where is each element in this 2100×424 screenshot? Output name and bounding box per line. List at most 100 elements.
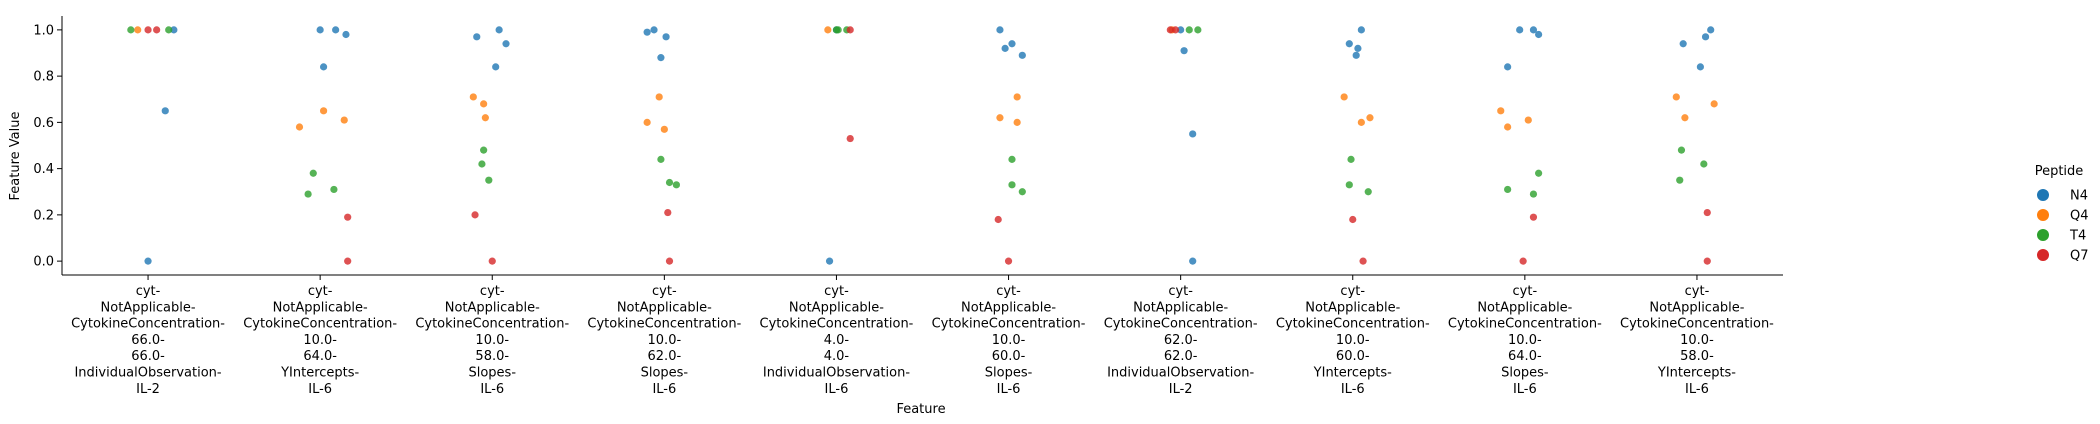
x-tick-label: cyt-NotApplicable-CytokineConcentration-… xyxy=(415,284,569,397)
data-point-t4 xyxy=(672,181,680,189)
data-point-q4 xyxy=(1366,114,1374,122)
data-point-n4 xyxy=(650,26,658,34)
data-point-t4 xyxy=(1018,188,1026,196)
data-point-q7 xyxy=(994,215,1002,224)
data-point-t4 xyxy=(485,176,493,184)
data-point-t4 xyxy=(127,26,135,34)
series-q4 xyxy=(134,26,1718,133)
data-point-q7 xyxy=(1519,257,1527,265)
legend: Peptide N4 Q4 T4 Q7 xyxy=(2035,164,2089,264)
x-tick-label: cyt-NotApplicable-CytokineConcentration-… xyxy=(1276,284,1430,397)
y-tick-label: 0.4 xyxy=(33,162,54,177)
data-point-q7 xyxy=(1529,213,1538,221)
legend-title: Peptide xyxy=(2035,164,2084,179)
data-point-n4 xyxy=(1679,40,1687,48)
data-point-n4 xyxy=(1018,51,1026,59)
x-axis-label: Feature xyxy=(896,402,945,417)
data-point-q4 xyxy=(1340,93,1348,101)
data-point-q4 xyxy=(295,123,304,131)
data-point-q7 xyxy=(846,26,854,34)
x-tick-label: cyt-NotApplicable-CytokineConcentration-… xyxy=(1448,284,1602,397)
data-point-n4 xyxy=(662,33,670,41)
data-point-q7 xyxy=(344,257,352,265)
data-point-q4 xyxy=(1681,114,1689,122)
data-point-q7 xyxy=(344,213,352,221)
data-point-q4 xyxy=(1524,116,1532,124)
data-point-t4 xyxy=(665,178,674,187)
x-tick-label: cyt-NotApplicable-CytokineConcentration-… xyxy=(1620,284,1774,397)
y-tick-label: 0.0 xyxy=(33,255,54,270)
data-point-t4 xyxy=(1364,188,1372,196)
data-point-t4 xyxy=(330,185,338,194)
data-point-t4 xyxy=(304,190,312,198)
data-point-n4 xyxy=(473,33,481,41)
data-point-q4 xyxy=(481,114,489,122)
data-point-n4 xyxy=(319,63,328,71)
data-point-n4 xyxy=(1189,130,1197,138)
data-point-q4 xyxy=(134,26,142,34)
data-point-q4 xyxy=(660,125,668,133)
data-point-n4 xyxy=(996,26,1004,34)
plot-area xyxy=(127,26,1718,265)
data-point-n4 xyxy=(1696,63,1704,71)
data-point-t4 xyxy=(657,155,665,163)
data-point-n4 xyxy=(170,26,178,34)
data-point-n4 xyxy=(1189,257,1197,265)
data-point-t4 xyxy=(1185,26,1193,34)
data-point-q4 xyxy=(655,93,663,101)
data-point-q7 xyxy=(471,211,479,219)
data-point-q7 xyxy=(846,134,854,143)
y-axis-label: Feature Value xyxy=(8,112,23,201)
data-point-t4 xyxy=(1677,146,1686,154)
x-tick-label: cyt-NotApplicable-CytokineConcentration-… xyxy=(932,284,1086,397)
x-tick-label: cyt-NotApplicable-CytokineConcentration-… xyxy=(1104,284,1258,397)
data-point-t4 xyxy=(309,169,317,177)
data-point-n4 xyxy=(657,54,665,62)
data-point-t4 xyxy=(480,146,488,154)
data-point-t4 xyxy=(1345,181,1353,189)
data-point-q7 xyxy=(1359,257,1367,265)
data-point-q7 xyxy=(144,26,152,34)
data-point-n4 xyxy=(1008,40,1016,48)
data-point-t4 xyxy=(1535,169,1543,177)
y-tick-label: 0.6 xyxy=(33,116,54,131)
data-point-q7 xyxy=(1703,257,1711,265)
data-point-q7 xyxy=(1703,208,1711,217)
data-point-n4 xyxy=(492,63,500,71)
data-point-t4 xyxy=(478,160,486,168)
data-point-q4 xyxy=(1497,107,1505,115)
data-point-t4 xyxy=(1008,181,1016,189)
data-point-t4 xyxy=(1194,26,1202,34)
series-t4 xyxy=(127,26,1708,198)
data-point-q7 xyxy=(488,257,496,265)
data-point-n4 xyxy=(342,30,350,39)
y-tick-label: 0.8 xyxy=(33,70,54,85)
legend-label: Q4 xyxy=(2070,209,2089,224)
data-point-q7 xyxy=(664,208,672,217)
data-point-n4 xyxy=(1345,40,1353,48)
y-tick-label: 1.0 xyxy=(33,23,54,38)
data-point-q7 xyxy=(1171,26,1180,34)
y-axis: 0.0 0.2 0.4 0.6 0.8 1.0 xyxy=(33,16,63,275)
data-point-n4 xyxy=(1516,26,1524,34)
data-point-t4 xyxy=(1008,155,1016,163)
y-tick-label: 0.2 xyxy=(33,208,54,223)
data-point-n4 xyxy=(1535,30,1543,39)
data-point-q4 xyxy=(1710,100,1718,108)
data-point-t4 xyxy=(834,26,842,34)
data-point-n4 xyxy=(495,26,503,34)
legend-label: N4 xyxy=(2070,189,2088,204)
data-point-n4 xyxy=(825,257,834,265)
data-point-n4 xyxy=(643,28,651,36)
data-point-n4 xyxy=(1357,26,1365,34)
data-point-q4 xyxy=(1013,93,1021,101)
data-point-t4 xyxy=(1347,155,1355,163)
data-point-q4 xyxy=(643,118,651,126)
data-point-q4 xyxy=(1672,93,1680,101)
data-point-n4 xyxy=(144,257,152,265)
data-point-n4 xyxy=(316,26,324,34)
x-tick-label: cyt-NotApplicable-CytokineConcentration-… xyxy=(760,284,914,397)
data-point-n4 xyxy=(1180,47,1188,55)
data-point-q4 xyxy=(1504,123,1512,131)
x-tick-label: cyt-NotApplicable-CytokineConcentration-… xyxy=(587,284,741,397)
